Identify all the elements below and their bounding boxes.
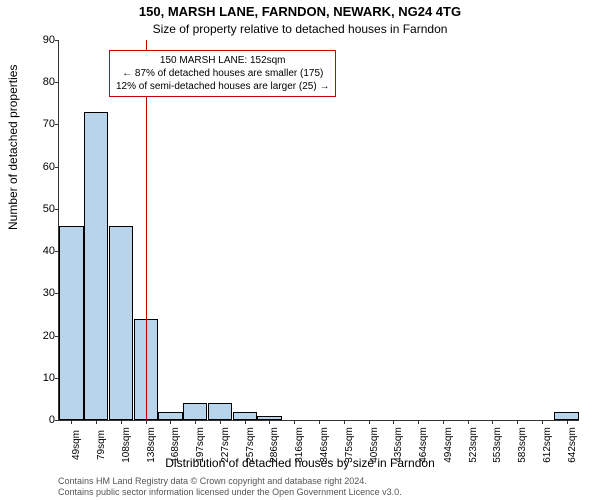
y-tick-label: 80	[27, 76, 55, 88]
x-tick-mark	[294, 420, 295, 424]
y-tick-mark	[55, 124, 59, 125]
x-tick-mark	[319, 420, 320, 424]
y-tick-label: 10	[27, 372, 55, 384]
histogram-chart: 150, MARSH LANE, FARNDON, NEWARK, NG24 4…	[0, 0, 600, 500]
info-box-line3: 12% of semi-detached houses are larger (…	[116, 80, 329, 93]
histogram-bar	[554, 412, 578, 420]
footnote: Contains HM Land Registry data © Crown c…	[58, 476, 402, 498]
x-tick-mark	[517, 420, 518, 424]
y-axis-label: Number of detached properties	[6, 65, 20, 230]
x-tick-mark	[96, 420, 97, 424]
info-box: 150 MARSH LANE: 152sqm ← 87% of detached…	[109, 50, 336, 97]
x-tick-mark	[468, 420, 469, 424]
y-tick-label: 90	[27, 34, 55, 46]
plot-area: 010203040506070809049sqm79sqm108sqm138sq…	[58, 40, 579, 421]
x-tick-mark	[195, 420, 196, 424]
x-tick-mark	[170, 420, 171, 424]
x-tick-mark	[344, 420, 345, 424]
reference-line	[146, 40, 147, 420]
y-tick-mark	[55, 420, 59, 421]
histogram-bar	[158, 412, 182, 420]
y-tick-label: 40	[27, 245, 55, 257]
x-tick-mark	[567, 420, 568, 424]
y-tick-mark	[55, 209, 59, 210]
histogram-bar	[208, 403, 232, 420]
y-tick-label: 20	[27, 330, 55, 342]
y-tick-mark	[55, 40, 59, 41]
chart-title-sub: Size of property relative to detached ho…	[0, 22, 600, 36]
y-tick-label: 30	[27, 287, 55, 299]
histogram-bar	[84, 112, 108, 420]
x-tick-mark	[542, 420, 543, 424]
histogram-bar	[109, 226, 133, 420]
x-tick-mark	[71, 420, 72, 424]
histogram-bar	[233, 412, 257, 420]
info-box-line2: ← 87% of detached houses are smaller (17…	[116, 67, 329, 80]
histogram-bar	[183, 403, 207, 420]
x-tick-mark	[245, 420, 246, 424]
y-tick-label: 70	[27, 118, 55, 130]
x-tick-mark	[220, 420, 221, 424]
y-tick-mark	[55, 82, 59, 83]
x-tick-mark	[146, 420, 147, 424]
footnote-line2: Contains public sector information licen…	[58, 487, 402, 498]
x-tick-mark	[393, 420, 394, 424]
y-tick-label: 60	[27, 161, 55, 173]
x-axis-label: Distribution of detached houses by size …	[0, 456, 600, 470]
histogram-bar	[59, 226, 83, 420]
x-tick-mark	[269, 420, 270, 424]
x-tick-mark	[121, 420, 122, 424]
x-tick-mark	[369, 420, 370, 424]
chart-title-main: 150, MARSH LANE, FARNDON, NEWARK, NG24 4…	[0, 4, 600, 19]
y-tick-mark	[55, 167, 59, 168]
y-tick-label: 50	[27, 203, 55, 215]
x-tick-mark	[443, 420, 444, 424]
x-tick-mark	[418, 420, 419, 424]
footnote-line1: Contains HM Land Registry data © Crown c…	[58, 476, 402, 487]
info-box-line1: 150 MARSH LANE: 152sqm	[116, 54, 329, 67]
y-tick-label: 0	[27, 414, 55, 426]
x-tick-mark	[492, 420, 493, 424]
